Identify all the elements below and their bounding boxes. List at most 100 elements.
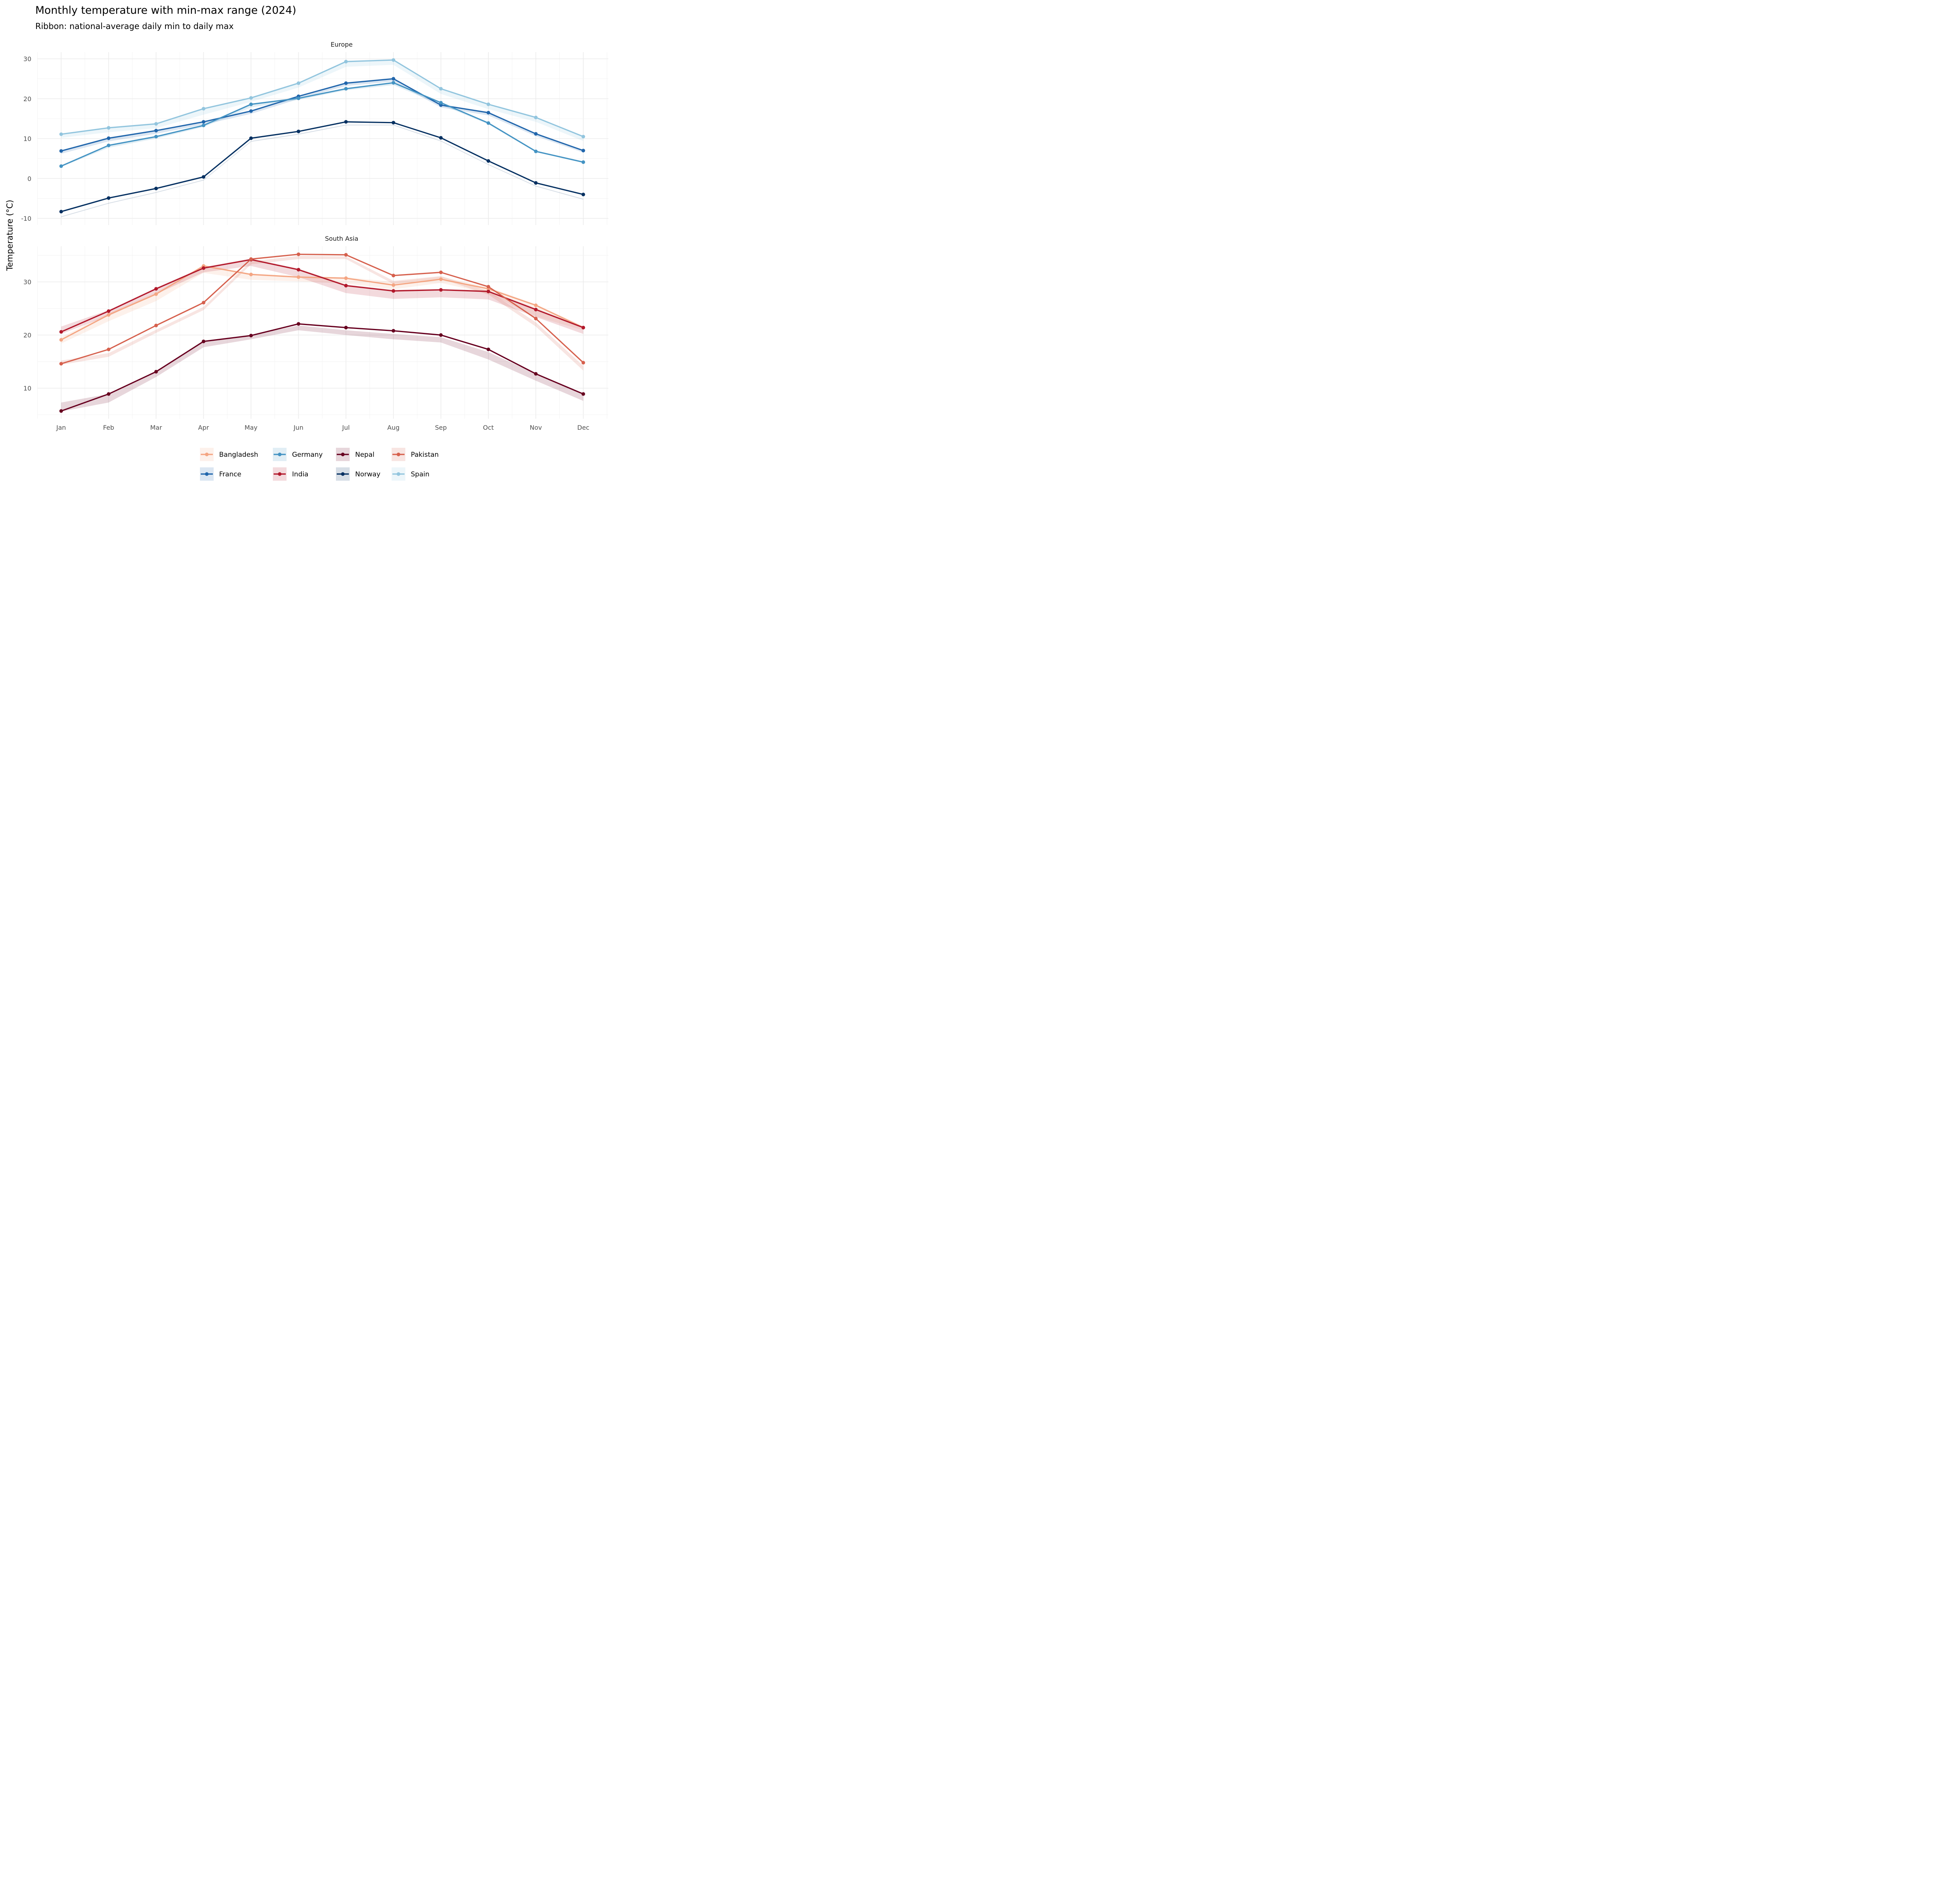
- point-india-dec: [581, 325, 585, 330]
- legend-label: Norway: [355, 470, 381, 478]
- point-france-feb: [107, 136, 111, 140]
- point-germany-jan: [59, 164, 63, 168]
- point-norway-mar: [154, 187, 158, 191]
- point-pakistan-nov: [534, 316, 538, 321]
- y-tick-label: 10: [24, 385, 31, 392]
- legend-item-india[interactable]: India: [273, 467, 309, 481]
- point-pakistan-jun: [296, 252, 301, 256]
- legend-item-norway[interactable]: Norway: [336, 467, 381, 481]
- point-france-jan: [59, 149, 63, 153]
- point-spain-sep: [439, 87, 443, 91]
- point-france-dec: [581, 149, 585, 153]
- point-nepal-sep: [439, 333, 443, 337]
- point-india-mar: [154, 287, 158, 291]
- legend-point-key: [341, 472, 345, 476]
- legend-label: France: [219, 470, 241, 478]
- legend-item-germany[interactable]: Germany: [273, 448, 323, 461]
- point-nepal-dec: [581, 392, 585, 396]
- point-nepal-may: [249, 334, 253, 338]
- point-spain-jun: [296, 81, 301, 85]
- point-spain-aug: [392, 58, 396, 62]
- point-bangladesh-feb: [107, 313, 111, 317]
- point-india-jan: [59, 330, 63, 334]
- ribbon-nepal: [61, 325, 583, 412]
- legend-item-spain[interactable]: Spain: [392, 467, 430, 481]
- y-tick-label: 20: [24, 95, 31, 103]
- point-pakistan-may: [249, 257, 253, 261]
- point-pakistan-jan: [59, 362, 63, 366]
- point-spain-feb: [107, 126, 111, 130]
- point-nepal-feb: [107, 392, 111, 396]
- point-india-sep: [439, 288, 443, 292]
- point-nepal-aug: [392, 329, 396, 333]
- point-india-apr: [201, 266, 205, 270]
- legend: Bangladesh Germany Nepal Pakistan France Indi…: [200, 448, 439, 481]
- panel-europe: Europe -10 0 10 20 30: [21, 41, 608, 225]
- point-france-mar: [154, 129, 158, 133]
- ribbon-spain: [61, 59, 583, 141]
- point-norway-sep: [439, 136, 443, 140]
- legend-item-bangladesh[interactable]: Bangladesh: [200, 448, 258, 461]
- legend-point-key: [205, 452, 209, 456]
- x-tick-label-feb: Feb: [103, 424, 114, 431]
- point-norway-jul: [344, 120, 348, 124]
- point-norway-feb: [107, 196, 111, 200]
- point-spain-may: [249, 96, 253, 100]
- chart-title: Monthly temperature with min-max range (…: [35, 4, 296, 16]
- point-spain-jan: [59, 132, 63, 136]
- x-tick-label-dec: Dec: [577, 424, 590, 431]
- point-india-aug: [392, 289, 396, 293]
- point-pakistan-mar: [154, 323, 158, 327]
- point-spain-jul: [344, 60, 348, 64]
- point-bangladesh-jan: [59, 338, 63, 342]
- point-germany-may: [249, 102, 253, 106]
- legend-point-key: [205, 472, 209, 476]
- point-norway-dec: [581, 193, 585, 196]
- point-pakistan-feb: [107, 347, 111, 351]
- chart-subtitle: Ribbon: national-average daily min to da…: [35, 22, 234, 31]
- legend-item-nepal[interactable]: Nepal: [336, 448, 374, 461]
- point-germany-mar: [154, 134, 158, 139]
- legend-label: Nepal: [355, 451, 374, 459]
- point-pakistan-aug: [392, 274, 396, 278]
- point-france-may: [249, 109, 253, 113]
- point-france-aug: [392, 77, 396, 81]
- point-spain-apr: [201, 107, 205, 111]
- point-germany-feb: [107, 144, 111, 147]
- point-india-nov: [534, 307, 538, 312]
- ribbon-bangladesh: [61, 265, 583, 344]
- legend-label: Germany: [292, 451, 323, 459]
- ribbon-india: [61, 258, 583, 334]
- point-germany-aug: [392, 81, 396, 85]
- legend-point-key: [278, 452, 282, 456]
- point-india-jul: [344, 283, 348, 288]
- point-norway-oct: [486, 159, 490, 163]
- line-germany: [61, 82, 584, 167]
- point-germany-jul: [344, 87, 348, 91]
- x-axis: Jan Feb Mar Apr May Jun Jul Aug Sep Oct Nov Dec: [56, 424, 590, 431]
- legend-point-key: [278, 472, 282, 476]
- point-nepal-mar: [154, 370, 158, 374]
- legend-item-france[interactable]: France: [200, 467, 241, 481]
- point-norway-nov: [534, 181, 538, 185]
- line-nepal: [61, 323, 584, 412]
- point-norway-jan: [59, 210, 63, 214]
- point-nepal-apr: [201, 340, 205, 343]
- y-tick-label: 20: [24, 332, 31, 339]
- point-pakistan-dec: [581, 361, 585, 365]
- point-spain-nov: [534, 115, 538, 120]
- x-tick-label-oct: Oct: [483, 424, 494, 431]
- point-pakistan-oct: [486, 285, 490, 289]
- point-bangladesh-jun: [296, 275, 301, 279]
- point-india-oct: [486, 289, 490, 293]
- point-bangladesh-sep: [439, 277, 443, 281]
- legend-item-pakistan[interactable]: Pakistan: [392, 448, 439, 461]
- point-pakistan-apr: [201, 301, 205, 305]
- point-bangladesh-may: [249, 272, 253, 276]
- point-bangladesh-mar: [154, 292, 158, 296]
- point-nepal-oct: [486, 347, 490, 351]
- y-axis-title: Temperature (°C): [5, 200, 15, 271]
- y-tick-label: 30: [24, 55, 31, 63]
- y-tick-label: 10: [24, 135, 31, 143]
- point-germany-dec: [581, 160, 585, 164]
